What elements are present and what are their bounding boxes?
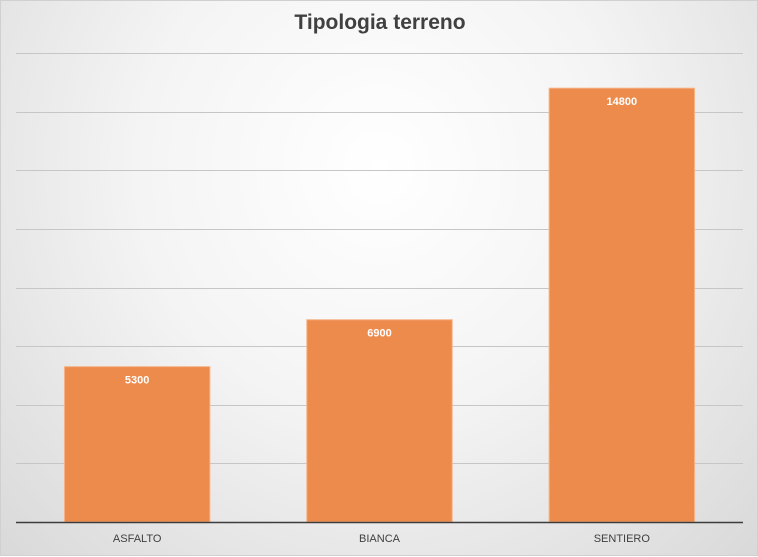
- x-tick-label: SENTIERO: [594, 533, 651, 545]
- chart-title: Tipologia terreno: [294, 11, 466, 34]
- bar-asfalto: [63, 366, 211, 523]
- bar-bianca: [306, 319, 453, 523]
- bar-sentiero: [548, 87, 696, 523]
- data-label: 14800: [607, 96, 638, 108]
- x-tick-label: BIANCA: [359, 533, 401, 545]
- data-label: 6900: [367, 328, 391, 340]
- x-tick-label: ASFALTO: [113, 533, 162, 545]
- data-label: 5300: [125, 375, 149, 387]
